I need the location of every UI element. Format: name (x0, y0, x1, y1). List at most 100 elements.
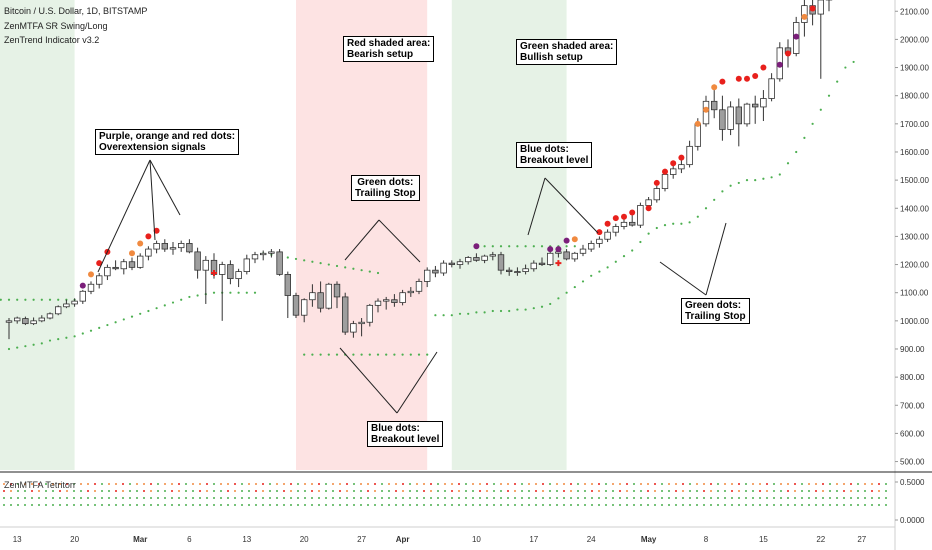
indicator-dot (521, 490, 523, 492)
indicator-dot (843, 497, 845, 499)
indicator-dot (241, 504, 243, 506)
indicator-dot (640, 504, 642, 506)
indicator-dot (507, 497, 509, 499)
indicator-dot (528, 490, 530, 492)
indicator-dot (465, 497, 467, 499)
candle (407, 290, 414, 294)
trailing-stop-dot (81, 332, 84, 335)
indicator-dot (248, 490, 250, 492)
candle (202, 259, 209, 271)
indicator-dot (661, 504, 663, 506)
indicator-dot (612, 490, 614, 492)
candle (128, 261, 136, 268)
candle (399, 292, 406, 303)
indicator-dot (549, 490, 551, 492)
indicator-dot (129, 504, 131, 506)
indicator-dot (171, 497, 173, 499)
cross-marker (211, 269, 217, 276)
indicator-dot (535, 490, 537, 492)
indicator-dot (864, 497, 866, 499)
indicator-dot (864, 490, 866, 492)
candle (341, 296, 349, 333)
annotation-line: Breakout level (371, 434, 440, 445)
indicator-dot (17, 490, 19, 492)
price-tick-label: 1900.00 (900, 64, 929, 73)
indicator-dot (815, 490, 817, 492)
indicator-dot (682, 490, 684, 492)
trailing-stop-dot (557, 297, 560, 300)
indicator-dot (654, 490, 656, 492)
indicator-dot (220, 490, 222, 492)
indicator-dot (206, 504, 208, 506)
indicator-dot (738, 504, 740, 506)
candle (96, 275, 103, 285)
candle (268, 251, 275, 254)
x-tick-label: 6 (187, 535, 192, 544)
price-tick-label: 2000.00 (900, 35, 929, 44)
indicator-dot (626, 490, 628, 492)
trailing-stop-dot (499, 309, 503, 313)
indicator-tick-label: 0.0000 (900, 516, 925, 525)
price-tick-label: 2100.00 (900, 7, 929, 16)
indicator-dot (745, 497, 747, 499)
candle (596, 238, 603, 244)
indicator-dot (367, 504, 369, 506)
indicator-dot (689, 483, 691, 485)
indicator-dot (325, 497, 327, 499)
trailing-stop-dot (434, 314, 437, 317)
indicator-dot (255, 497, 257, 499)
price-tick-label: 500.00 (900, 458, 925, 467)
indicator-dot (325, 483, 327, 485)
candle (333, 283, 341, 298)
indicator-dot (836, 504, 838, 506)
indicator-dot (451, 504, 453, 506)
candle (161, 243, 168, 250)
trailing-stop-dot (65, 336, 68, 339)
indicator-dot (185, 504, 187, 506)
indicator-dot (633, 504, 635, 506)
x-tick-label: 20 (300, 535, 309, 544)
breakout-dot (540, 245, 544, 248)
trailing-stop-dot (319, 262, 322, 265)
indicator-dot (367, 497, 369, 499)
signal-dot-purple (547, 246, 554, 253)
indicator-dot (871, 483, 873, 485)
indicator-dot (556, 504, 558, 506)
indicator-dot (192, 504, 194, 506)
indicator-dot (577, 504, 579, 506)
indicator-dot (437, 497, 439, 499)
indicator-dot (101, 504, 103, 506)
signal-dot-orange (129, 250, 135, 257)
indicator-dot (885, 497, 887, 499)
indicator-dot (52, 483, 54, 485)
trailing-stop-dot (516, 308, 519, 311)
candle (629, 221, 636, 226)
indicator-dot (682, 483, 684, 485)
indicator-dot (332, 483, 334, 485)
price-tick-label: 800.00 (900, 373, 925, 382)
trailing-stop-dot (57, 338, 60, 341)
indicator-dot (381, 490, 383, 492)
trailing-stop-dot (704, 207, 708, 210)
indicator-dot (703, 504, 705, 506)
candle (366, 304, 373, 323)
annotation-overextension: Purple, orange and red dots: Overextensi… (95, 129, 240, 155)
indicator-dot (269, 490, 271, 492)
indicator-dot (227, 483, 229, 485)
trailing-stop-dot (253, 291, 257, 294)
trailing-stop-dot (286, 256, 289, 259)
annotation-line: Trailing Stop (685, 311, 746, 322)
indicator-dot (66, 483, 68, 485)
indicator-dot (752, 504, 754, 506)
indicator-dot (759, 497, 761, 499)
indicator-dot (87, 497, 89, 499)
candle (448, 262, 455, 265)
indicator-dot (164, 497, 166, 499)
indicator-dot (437, 490, 439, 492)
indicator-dot (10, 483, 12, 485)
candle (563, 251, 570, 260)
indicator-dot (780, 490, 782, 492)
indicator-dot (87, 490, 89, 492)
indicator-dot (724, 497, 726, 499)
